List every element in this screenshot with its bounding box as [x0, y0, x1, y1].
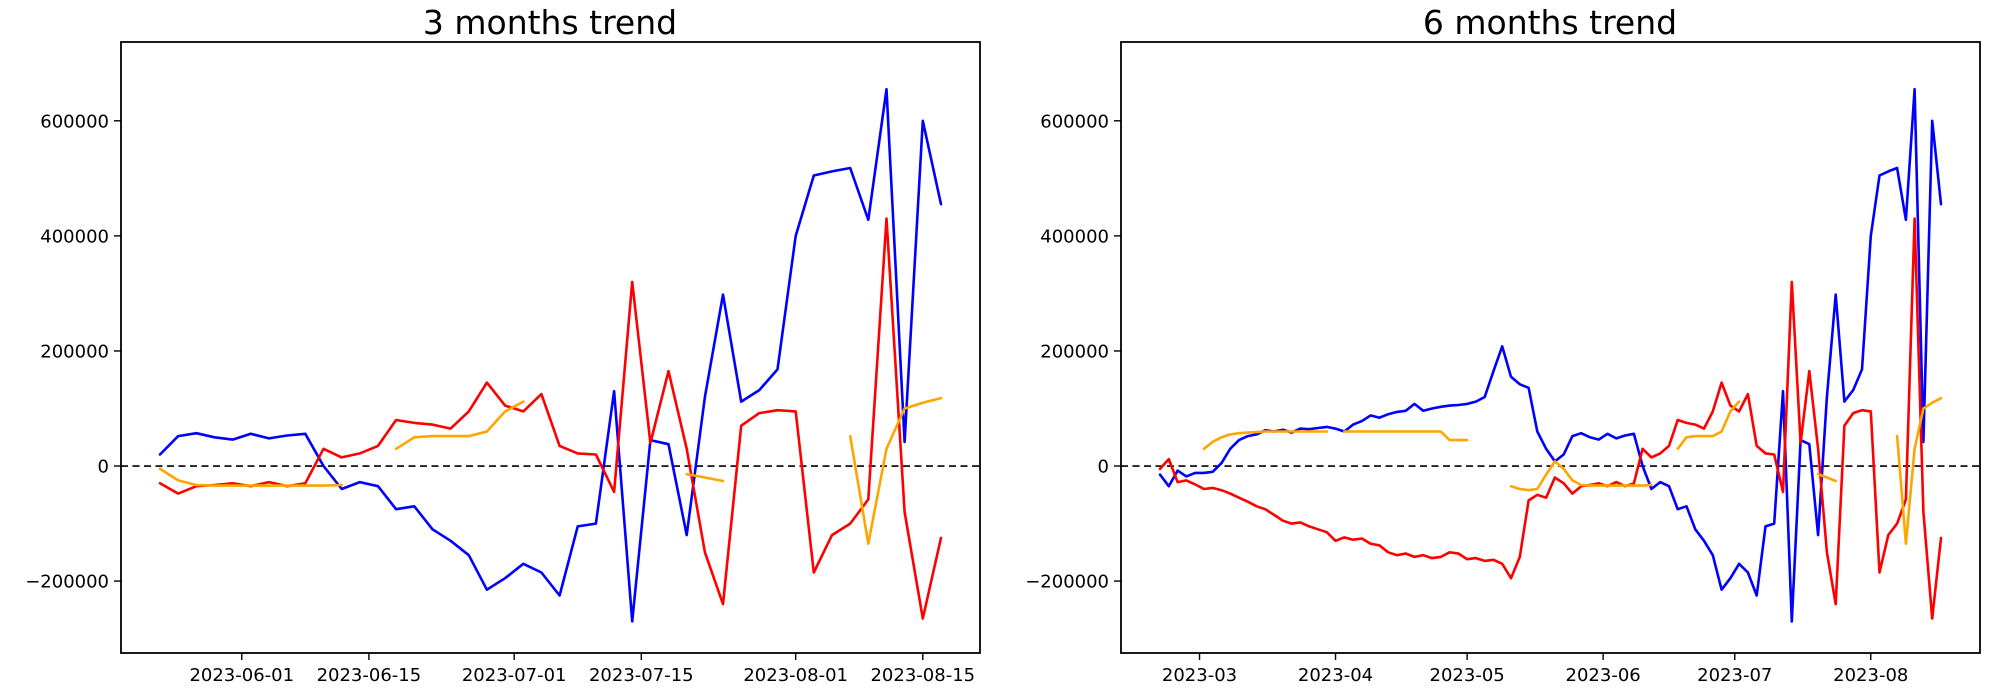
- series-line-orange: [1202, 430, 1329, 451]
- y-tick-label: 0: [98, 457, 109, 478]
- series-line-orange: [158, 467, 344, 487]
- x-tick-label: 2023-08-01: [743, 665, 848, 686]
- y-tick-label: 600000: [1040, 111, 1109, 132]
- x-tick-label: 2023-03: [1162, 665, 1237, 686]
- y-tick-label: 600000: [40, 111, 109, 132]
- y-tick-label: −200000: [25, 572, 109, 593]
- series-line-orange: [394, 400, 525, 451]
- x-tick-label: 2023-08: [1833, 665, 1908, 686]
- x-tick-label: 2023-04: [1298, 665, 1373, 686]
- x-tick-label: 2023-07: [1697, 665, 1772, 686]
- chart-6-months-trend: 6 months trend −200000 0 200000 400000 60000…: [1000, 0, 2000, 700]
- y-tick-label: −200000: [1025, 572, 1109, 593]
- series-line-orange: [1676, 400, 1741, 451]
- chart-3-months-svg: 3 months trend −200000 0 200000 400000 60000…: [25, 3, 981, 686]
- chart-title: 6 months trend: [1423, 3, 1677, 42]
- series-line-blue: [1158, 87, 1943, 623]
- chart-3-months-trend: 3 months trend −200000 0 200000 400000 60000…: [25, 3, 981, 686]
- y-tick-label: 200000: [1040, 341, 1109, 362]
- series-line-orange: [1895, 396, 1943, 546]
- series-line-orange: [1509, 460, 1653, 492]
- series-line-orange: [1816, 472, 1838, 483]
- x-tick-label: 2023-07-15: [589, 665, 694, 686]
- plot-border: [120, 41, 981, 654]
- series-line-orange: [848, 396, 943, 546]
- plot-border: [1120, 41, 1981, 654]
- y-tick-label: 400000: [1040, 226, 1109, 247]
- x-tick-label: 2023-05: [1430, 665, 1505, 686]
- series-line-red: [1158, 217, 1943, 620]
- series-line-red: [158, 217, 943, 620]
- series-line-orange: [685, 472, 725, 483]
- x-tick-label: 2023-06: [1566, 665, 1641, 686]
- chart-title: 3 months trend: [423, 3, 677, 42]
- x-tick-label: 2023-08-15: [870, 665, 975, 686]
- series-line-blue: [158, 87, 943, 623]
- series-line-orange: [1342, 430, 1469, 442]
- x-tick-label: 2023-07-01: [462, 665, 567, 686]
- chart-6-months-svg: 6 months trend −200000 0 200000 400000 60000…: [1025, 3, 1981, 686]
- y-tick-label: 400000: [40, 226, 109, 247]
- y-tick-label: 200000: [40, 341, 109, 362]
- x-tick-label: 2023-06-01: [189, 665, 294, 686]
- y-tick-label: 0: [1098, 457, 1109, 478]
- plot-area: −200000 0 200000 400000 600000 2023-06-01 2023…: [25, 41, 981, 686]
- x-tick-label: 2023-06-15: [317, 665, 422, 686]
- plot-area: −200000 0 200000 400000 600000 2023-03 2023-04…: [1025, 41, 1981, 686]
